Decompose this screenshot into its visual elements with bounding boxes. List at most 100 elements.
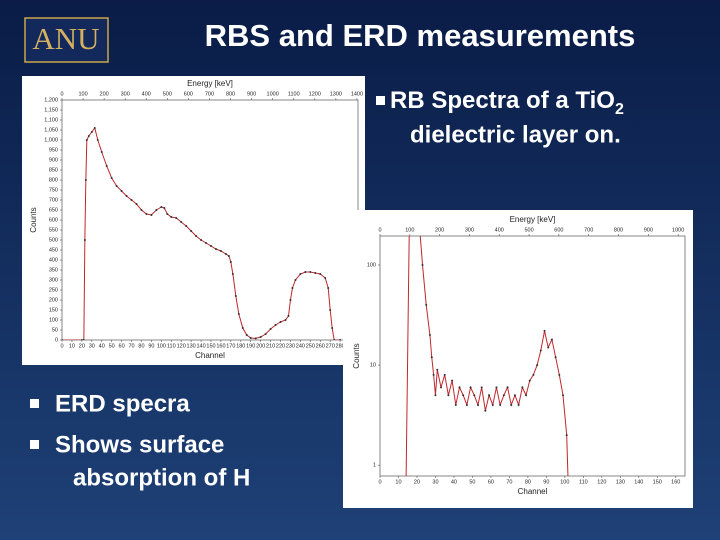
x2-tick-label: 400 — [142, 91, 151, 97]
x-tick-label: 110 — [167, 343, 176, 349]
plot-clip — [405, 236, 569, 476]
data-point — [491, 403, 494, 406]
data-point — [499, 403, 502, 406]
x-tick-label: 280 — [336, 343, 345, 349]
data-point — [140, 209, 143, 211]
x2-tick-label: 400 — [495, 227, 504, 233]
x2-tick-label: 700 — [205, 91, 214, 97]
data-point — [245, 334, 248, 336]
y-tick-label: 400 — [49, 257, 58, 263]
data-point — [190, 230, 193, 232]
x-tick-label: 240 — [296, 343, 305, 349]
data-point — [473, 394, 476, 397]
data-point — [513, 394, 516, 397]
x2-tick-label: 300 — [465, 227, 474, 233]
y-tick-label: 150 — [49, 307, 58, 313]
y-tick-label: 100 — [49, 317, 58, 323]
data-point — [249, 337, 252, 339]
x2-tick-label: 1100 — [288, 91, 300, 97]
data-point — [333, 339, 336, 340]
data-point — [115, 185, 118, 187]
data-point — [484, 409, 487, 412]
data-point — [264, 333, 267, 335]
data-point — [100, 151, 103, 153]
y-tick-label: 550 — [49, 227, 58, 233]
x-tick-label: 170 — [226, 343, 235, 349]
data-point — [224, 253, 227, 255]
bullet-line: ERD specra — [55, 390, 190, 417]
data-point — [85, 139, 88, 141]
x2-tick-label: 100 — [78, 91, 87, 97]
data-point — [562, 394, 564, 397]
data-point — [96, 139, 99, 141]
x2-tick-label: 1300 — [330, 91, 342, 97]
bullet-line: Shows surface — [55, 431, 224, 458]
data-point — [170, 216, 173, 218]
data-point — [185, 225, 188, 227]
data-point — [120, 190, 123, 192]
x-tick-label: 20 — [79, 343, 85, 349]
data-point — [227, 255, 230, 257]
x2-tick-label: 900 — [644, 227, 653, 233]
x-tick-label: 70 — [128, 343, 134, 349]
x-tick-label: 50 — [469, 479, 475, 485]
y-tick-label: 650 — [49, 207, 58, 213]
y-tick-label: 500 — [49, 237, 58, 243]
data-point — [458, 386, 461, 389]
x-tick-label: 90 — [148, 343, 154, 349]
data-point — [145, 213, 148, 215]
data-point — [205, 242, 208, 244]
y-tick-label: 1,000 — [44, 137, 58, 143]
data-point — [525, 394, 528, 397]
data-point — [110, 177, 113, 179]
x2-tick-label: 800 — [226, 91, 235, 97]
data-point — [289, 299, 292, 301]
x-tick-label: 260 — [316, 343, 325, 349]
data-point — [432, 373, 435, 376]
x-axis-label: Channel — [518, 487, 548, 496]
data-point — [430, 356, 433, 359]
data-point — [309, 271, 312, 273]
x2-tick-label: 700 — [584, 227, 593, 233]
data-point — [87, 135, 90, 137]
data-point — [200, 239, 203, 241]
x2-axis-label: Energy [keV] — [187, 79, 233, 88]
x-tick-label: 140 — [634, 479, 643, 485]
title: RBS and ERD measurements — [205, 18, 636, 53]
x-tick-label: 160 — [216, 343, 225, 349]
y-tick-label: 1,050 — [44, 127, 58, 133]
y-tick-label: 1,100 — [44, 117, 58, 123]
data-point — [488, 394, 491, 397]
x-tick-label: 0 — [378, 479, 381, 485]
x-tick-label: 180 — [236, 343, 245, 349]
data-point — [339, 339, 342, 340]
x-tick-label: 270 — [326, 343, 335, 349]
x2-tick-label: 800 — [614, 227, 623, 233]
x2-tick-label: 600 — [554, 227, 563, 233]
data-point — [105, 165, 108, 167]
bullet-marker — [376, 96, 385, 105]
data-point — [434, 394, 437, 397]
x2-tick-label: 1200 — [309, 91, 321, 97]
data-point — [327, 287, 330, 289]
data-point — [454, 403, 457, 406]
data-point — [93, 127, 96, 129]
data-point — [241, 327, 244, 329]
x-tick-label: 110 — [579, 479, 588, 485]
x-tick-label: 100 — [157, 343, 166, 349]
data-point — [495, 386, 498, 389]
data-point — [502, 394, 505, 397]
data-point — [125, 195, 128, 197]
y-tick-label: 750 — [49, 187, 58, 193]
x-tick-label: 150 — [206, 343, 215, 349]
data-point — [331, 327, 334, 329]
logo-box — [24, 17, 109, 63]
y-tick-label: 100 — [367, 262, 376, 268]
x-tick-label: 120 — [597, 479, 606, 485]
x-tick-label: 10 — [395, 479, 401, 485]
data-point — [554, 356, 557, 359]
data-point — [291, 287, 294, 289]
data-point — [536, 364, 539, 367]
y-tick-label: 950 — [49, 147, 58, 153]
